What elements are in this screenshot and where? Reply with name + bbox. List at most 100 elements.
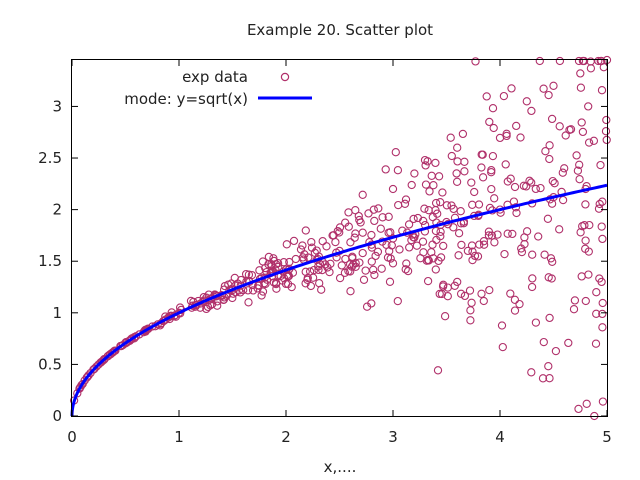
scatter-point — [466, 316, 475, 325]
scatter-point — [435, 289, 444, 299]
y-tick-label: 1.5 — [38, 252, 62, 270]
scatter-point — [573, 166, 583, 175]
scatter-point — [301, 279, 310, 288]
x-tick-labels: 0 1 2 3 4 5 — [67, 428, 612, 446]
scatter-point — [592, 309, 601, 318]
scatter-point — [393, 166, 403, 175]
scatter-point — [254, 281, 264, 290]
x-tick-label: 0 — [67, 428, 77, 446]
scatter-point — [558, 195, 568, 205]
x-tick-label: 1 — [174, 428, 184, 446]
scatter-point — [410, 169, 419, 178]
scatter-point — [423, 157, 432, 166]
scatter-point — [487, 184, 496, 194]
scatter-point — [512, 121, 521, 131]
scatter-point — [84, 371, 93, 380]
scatter-point — [539, 84, 548, 93]
scatter-point — [489, 123, 498, 133]
scatter-point — [468, 255, 477, 265]
scatter-point — [508, 229, 517, 239]
scatter-points-layer — [69, 55, 612, 421]
scatter-point — [346, 238, 355, 247]
scatter-point — [581, 236, 590, 245]
scatter-point — [539, 337, 548, 347]
y-tick-label: 2.5 — [38, 149, 62, 167]
scatter-point — [498, 342, 507, 352]
scatter-point — [574, 404, 583, 414]
scatter-point — [598, 298, 607, 308]
scatter-point — [422, 256, 431, 265]
scatter-point — [322, 242, 331, 251]
scatter-point — [391, 148, 400, 157]
scatter-point — [340, 268, 350, 277]
scatter-point — [317, 285, 326, 294]
scatter-point — [278, 276, 287, 285]
scatter-point — [456, 207, 465, 216]
scatter-point — [527, 282, 537, 292]
scatter-point — [574, 56, 584, 66]
scatter-point — [555, 56, 565, 66]
scatter-point — [333, 226, 342, 236]
scatter-point — [596, 160, 605, 170]
scatter-point — [550, 179, 559, 188]
scatter-point — [454, 251, 463, 260]
scatter-point — [248, 286, 258, 295]
scatter-point — [576, 69, 585, 78]
scatter-point — [453, 157, 462, 166]
scatter-point — [354, 211, 363, 221]
y-tick-label: 1 — [52, 304, 62, 322]
scatter-point — [548, 176, 557, 186]
scatter-point — [388, 184, 398, 194]
scatter-point — [373, 247, 383, 256]
scatter-point — [499, 91, 509, 101]
scatter-point — [443, 292, 452, 301]
scatter-point — [584, 270, 593, 279]
scatter-point — [458, 129, 468, 139]
scatter-point — [89, 365, 99, 374]
scatter-point — [105, 350, 115, 359]
scatter-point — [306, 281, 316, 291]
y-tick-label: 3 — [52, 97, 62, 115]
scatter-point — [473, 252, 483, 261]
scatter-point — [467, 178, 476, 187]
scatter-point — [558, 168, 567, 177]
scatter-point — [358, 190, 367, 199]
scatter-point — [598, 234, 607, 244]
model-curve — [70, 183, 608, 417]
scatter-point — [541, 147, 550, 156]
scatter-point — [364, 209, 373, 218]
scatter-point — [77, 380, 86, 390]
scatter-point — [527, 106, 536, 116]
scatter-point — [584, 138, 594, 147]
scatter-point — [454, 229, 464, 238]
scatter-point — [467, 298, 476, 307]
scatter-point — [287, 282, 296, 292]
scatter-point — [536, 183, 545, 193]
scatter-point — [488, 151, 498, 161]
scatter-point — [291, 254, 300, 264]
scatter-point — [314, 262, 323, 271]
scatter-point — [439, 241, 448, 251]
legend-label-model: mode: y=sqrt(x) — [124, 90, 248, 108]
scatter-point — [528, 274, 537, 283]
scatter-point — [468, 200, 477, 209]
scatter-point — [506, 174, 515, 183]
scatter-point — [131, 332, 141, 341]
scatter-point — [404, 220, 414, 229]
scatter-point — [470, 251, 480, 261]
scatter-point — [531, 184, 540, 194]
scatter-point — [465, 286, 475, 295]
scatter-point — [584, 102, 593, 111]
scatter-point — [420, 204, 429, 213]
scatter-point — [442, 201, 452, 210]
scatter-point — [318, 237, 327, 246]
scatter-point — [425, 187, 434, 196]
scatter-point — [456, 289, 466, 298]
scatter-point — [497, 321, 507, 330]
scatter-point — [424, 206, 433, 215]
scatter-point — [285, 257, 294, 267]
scatter-point — [289, 236, 299, 246]
scatter-point — [284, 271, 294, 281]
scatter-point — [575, 160, 584, 169]
